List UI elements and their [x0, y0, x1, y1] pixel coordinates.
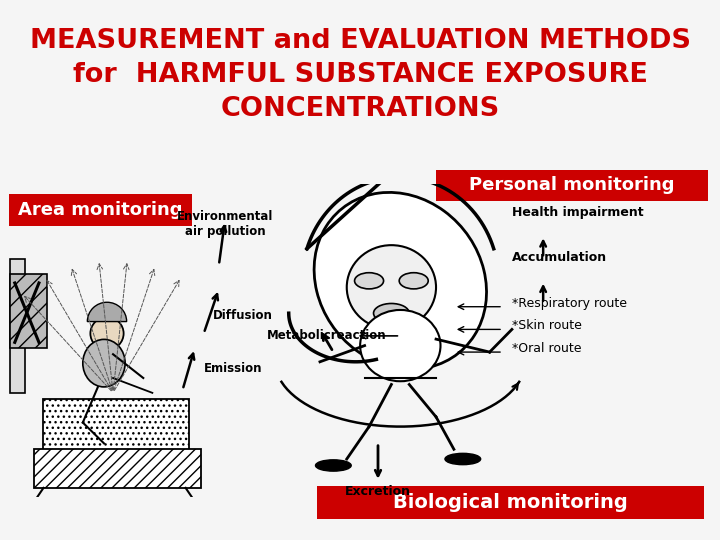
- Ellipse shape: [354, 273, 384, 289]
- Text: *Skin route: *Skin route: [512, 319, 582, 333]
- Ellipse shape: [314, 192, 487, 369]
- Text: Biological monitoring: Biological monitoring: [393, 493, 628, 512]
- Ellipse shape: [445, 454, 481, 464]
- Ellipse shape: [315, 460, 351, 471]
- Text: Accumulation: Accumulation: [512, 251, 607, 265]
- Text: Area monitoring: Area monitoring: [18, 201, 183, 219]
- Text: *Oral route: *Oral route: [512, 342, 582, 355]
- Ellipse shape: [360, 310, 441, 381]
- Bar: [10, 259, 25, 393]
- Text: Personal monitoring: Personal monitoring: [469, 176, 675, 194]
- Bar: [10, 274, 47, 348]
- Text: Excretion: Excretion: [345, 484, 411, 498]
- FancyBboxPatch shape: [9, 194, 192, 226]
- FancyBboxPatch shape: [436, 170, 708, 201]
- Text: Diffusion: Diffusion: [213, 308, 273, 322]
- Bar: [35, 449, 201, 488]
- Wedge shape: [87, 302, 127, 321]
- Text: Environmental
air pollution: Environmental air pollution: [176, 211, 273, 239]
- Text: *Respiratory route: *Respiratory route: [512, 296, 627, 310]
- Text: Health impairment: Health impairment: [512, 206, 644, 219]
- Text: MEASUREMENT and EVALUATION METHODS: MEASUREMENT and EVALUATION METHODS: [30, 28, 690, 53]
- Text: for  HARMFUL SUBSTANCE EXPOSURE: for HARMFUL SUBSTANCE EXPOSURE: [73, 62, 647, 87]
- Text: Emission: Emission: [204, 362, 262, 375]
- FancyBboxPatch shape: [317, 486, 704, 519]
- Ellipse shape: [83, 339, 125, 387]
- Ellipse shape: [374, 303, 409, 323]
- Bar: [43, 399, 189, 453]
- Text: Metabolicreaction: Metabolicreaction: [266, 329, 386, 342]
- Ellipse shape: [347, 245, 436, 329]
- Circle shape: [91, 317, 124, 350]
- Text: CONCENTRATIONS: CONCENTRATIONS: [220, 96, 500, 122]
- Ellipse shape: [399, 273, 428, 289]
